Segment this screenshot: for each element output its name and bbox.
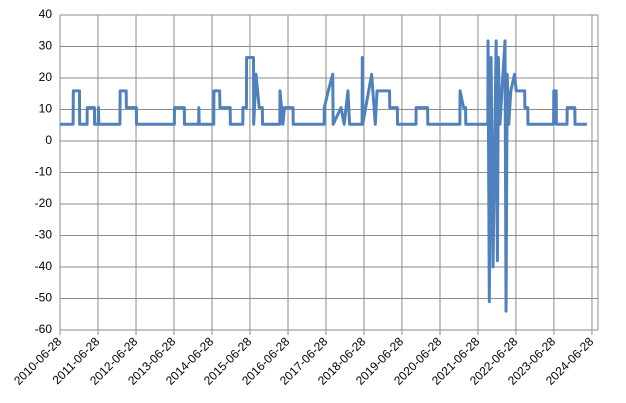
y-tick-label: 20 — [39, 70, 53, 84]
y-tick-label: 0 — [45, 133, 52, 147]
y-tick-label: 30 — [39, 39, 53, 53]
y-tick-label: -40 — [35, 259, 53, 273]
y-tick-label: -10 — [35, 165, 53, 179]
y-tick-label: -60 — [35, 322, 53, 336]
y-tick-label: 10 — [39, 102, 53, 116]
y-tick-label: -20 — [35, 196, 53, 210]
y-tick-label: -50 — [35, 291, 53, 305]
y-tick-label: -30 — [35, 228, 53, 242]
data-line — [60, 39, 587, 313]
y-tick-label: 40 — [39, 7, 53, 21]
